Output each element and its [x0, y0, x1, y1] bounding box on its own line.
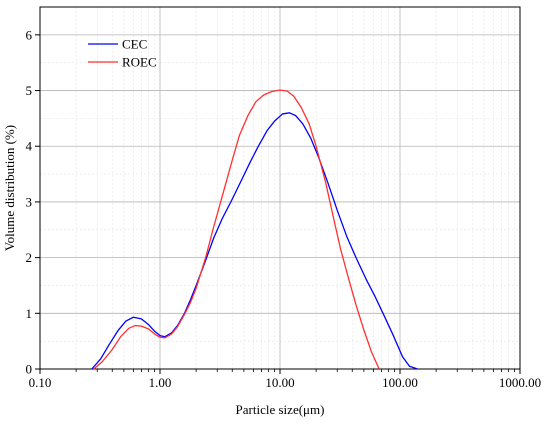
x-tick-label: 100.00	[382, 375, 418, 390]
y-tick-label: 5	[26, 83, 33, 98]
legend-label-roec: ROEC	[122, 55, 157, 70]
y-axis-label: Volume distribution (%)	[2, 125, 17, 251]
y-tick-label: 3	[26, 194, 33, 209]
series-line-cec	[91, 112, 418, 370]
tick-labels: 0.10 1.00 10.00 100.00 1000.00 0 1 2 3 4 5 6	[26, 27, 542, 390]
legend: CEC ROEC	[88, 37, 157, 70]
y-tick-label: 1	[26, 306, 33, 321]
x-axis-label: Particle size(μm)	[236, 402, 325, 417]
x-tick-label: 1.00	[149, 375, 172, 390]
series-line-roec	[93, 89, 380, 370]
x-tick-label: 10.00	[265, 375, 294, 390]
y-tick-label: 4	[26, 139, 33, 154]
x-tick-label: 0.10	[29, 375, 52, 390]
legend-label-cec: CEC	[122, 37, 147, 52]
axis-ticks	[35, 34, 521, 374]
minor-grid	[40, 7, 520, 369]
y-tick-label: 0	[26, 362, 33, 377]
y-tick-label: 6	[26, 27, 33, 42]
y-tick-label: 2	[26, 250, 33, 265]
series-layer	[91, 89, 418, 370]
x-tick-label: 1000.00	[499, 375, 541, 390]
